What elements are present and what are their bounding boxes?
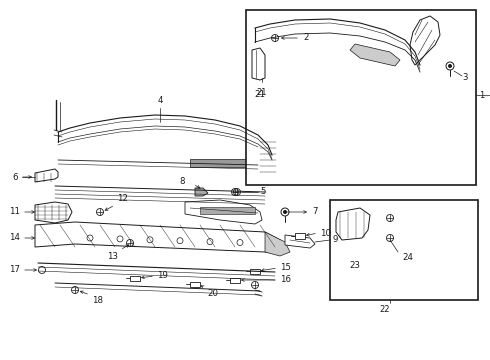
Text: 3: 3 — [462, 73, 467, 82]
Polygon shape — [35, 169, 58, 182]
Text: 15: 15 — [280, 264, 291, 273]
Polygon shape — [350, 44, 400, 66]
Bar — [130, 275, 140, 280]
Circle shape — [283, 210, 287, 214]
Polygon shape — [265, 232, 290, 256]
Polygon shape — [336, 208, 370, 240]
Text: 13: 13 — [107, 252, 118, 261]
Text: 12: 12 — [117, 194, 128, 203]
Bar — [250, 269, 260, 274]
Text: 1: 1 — [479, 90, 484, 99]
Circle shape — [448, 64, 452, 68]
Bar — [200, 207, 255, 214]
Polygon shape — [195, 188, 208, 196]
Text: 17: 17 — [9, 266, 20, 274]
Text: 23: 23 — [349, 261, 361, 270]
Text: 5: 5 — [260, 188, 266, 197]
Polygon shape — [252, 48, 265, 80]
Text: 10: 10 — [320, 229, 331, 238]
Text: 22: 22 — [380, 305, 390, 314]
Text: 19: 19 — [157, 271, 168, 280]
Text: 16: 16 — [280, 275, 291, 284]
Text: 14: 14 — [9, 234, 20, 243]
Polygon shape — [35, 202, 72, 223]
Bar — [295, 233, 305, 239]
Text: 21: 21 — [254, 90, 266, 99]
Bar — [230, 278, 240, 283]
Bar — [330, 200, 478, 300]
Polygon shape — [285, 235, 315, 248]
Text: 7: 7 — [312, 207, 318, 216]
Polygon shape — [410, 16, 440, 65]
Text: 21: 21 — [257, 88, 267, 97]
Polygon shape — [35, 222, 282, 253]
Text: 18: 18 — [92, 296, 103, 305]
Text: 8: 8 — [179, 177, 185, 186]
Bar — [190, 159, 260, 167]
Text: 20: 20 — [207, 289, 218, 298]
Polygon shape — [252, 135, 278, 178]
Polygon shape — [185, 200, 262, 224]
Bar — [246, 10, 476, 185]
Bar — [190, 282, 200, 287]
Text: 24: 24 — [402, 253, 413, 262]
Text: 11: 11 — [9, 207, 20, 216]
Text: 6: 6 — [13, 172, 18, 181]
Text: 9: 9 — [332, 235, 338, 244]
Text: 4: 4 — [157, 96, 163, 105]
Text: 2: 2 — [303, 33, 309, 42]
